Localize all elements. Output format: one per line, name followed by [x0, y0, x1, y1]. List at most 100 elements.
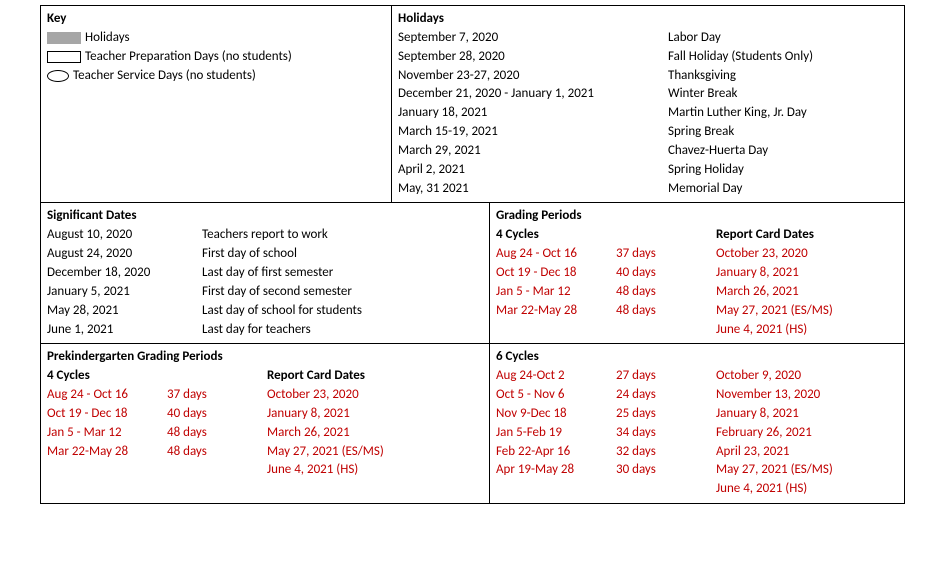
g6-report: May 27, 2021 (ES/MS): [716, 461, 898, 480]
significant-date: June 1, 2021: [47, 321, 202, 340]
significant-desc: Teachers report to work: [202, 226, 483, 245]
holiday-date: September 7, 2020: [398, 29, 668, 48]
g4-range: Oct 19 - Dec 18: [496, 264, 616, 283]
significant-date: May 28, 2021: [47, 302, 202, 321]
g4-range: Jan 5 - Mar 12: [496, 283, 616, 302]
grading-4-row: Jan 5 - Mar 1248 daysMarch 26, 2021: [496, 283, 898, 302]
grading-6cycles-title: 6 Cycles: [496, 348, 898, 367]
g4-report: March 26, 2021: [716, 283, 898, 302]
g4-range: Mar 22-May 28: [496, 302, 616, 321]
significant-row: January 5, 2021First day of second semes…: [47, 283, 483, 302]
prek-range: Jan 5 - Mar 12: [47, 424, 167, 443]
significant-row: August 24, 2020First day of school: [47, 245, 483, 264]
swatch-gray-icon: [47, 32, 81, 44]
prek-row: Jan 5 - Mar 1248 daysMarch 26, 2021: [47, 424, 483, 443]
prek-range: Oct 19 - Dec 18: [47, 405, 167, 424]
g6-days: 34 days: [616, 424, 716, 443]
g4-days: 37 days: [616, 245, 716, 264]
significant-title: Significant Dates: [47, 207, 483, 226]
grading-6-row: Jan 5-Feb 1934 daysFebruary 26, 2021: [496, 424, 898, 443]
holiday-name: Winter Break: [668, 85, 898, 104]
g4-days: 48 days: [616, 283, 716, 302]
significant-desc: Last day for teachers: [202, 321, 483, 340]
grading-6-extra: June 4, 2021 (HS): [716, 480, 898, 499]
holiday-date: December 21, 2020 - January 1, 2021: [398, 85, 668, 104]
key-section: Key Holidays Teacher Preparation Days (n…: [41, 6, 391, 202]
holiday-date: April 2, 2021: [398, 161, 668, 180]
grading-6-row: Oct 5 - Nov 624 daysNovember 13, 2020: [496, 386, 898, 405]
grading-4-row: Oct 19 - Dec 1840 daysJanuary 8, 2021: [496, 264, 898, 283]
holiday-row: March 29, 2021Chavez-Huerta Day: [398, 142, 898, 161]
g4-days: 40 days: [616, 264, 716, 283]
significant-desc: Last day of school for students: [202, 302, 483, 321]
prek-section: Prekindergarten Grading Periods 4 Cycles…: [41, 344, 489, 503]
holiday-date: November 23-27, 2020: [398, 67, 668, 86]
g6-report: January 8, 2021: [716, 405, 898, 424]
g6-report: April 23, 2021: [716, 443, 898, 462]
grading-report-title: Report Card Dates: [716, 226, 898, 245]
key-item-prep: Teacher Preparation Days (no students): [47, 48, 385, 67]
holidays-section: Holidays September 7, 2020Labor DaySepte…: [391, 6, 904, 202]
holiday-date: March 29, 2021: [398, 142, 668, 161]
holiday-name: Chavez-Huerta Day: [668, 142, 898, 161]
significant-date: August 24, 2020: [47, 245, 202, 264]
prek-title: Prekindergarten Grading Periods: [47, 348, 483, 367]
g6-range: Aug 24-Oct 2: [496, 367, 616, 386]
prek-days: 48 days: [167, 424, 267, 443]
key-label: Teacher Service Days (no students): [73, 67, 256, 86]
significant-row: August 10, 2020Teachers report to work: [47, 226, 483, 245]
prek-range: Aug 24 - Oct 16: [47, 386, 167, 405]
holiday-name: Martin Luther King, Jr. Day: [668, 104, 898, 123]
holiday-date: March 15-19, 2021: [398, 123, 668, 142]
key-label: Holidays: [85, 29, 130, 48]
prek-report-title: Report Card Dates: [267, 367, 483, 386]
significant-date: December 18, 2020: [47, 264, 202, 283]
g6-range: Feb 22-Apr 16: [496, 443, 616, 462]
key-item-service: Teacher Service Days (no students): [47, 67, 385, 86]
prek-report: January 8, 2021: [267, 405, 483, 424]
holiday-row: March 15-19, 2021Spring Break: [398, 123, 898, 142]
prek-days: 37 days: [167, 386, 267, 405]
g4-days: 48 days: [616, 302, 716, 321]
g6-range: Jan 5-Feb 19: [496, 424, 616, 443]
prek-range: Mar 22-May 28: [47, 443, 167, 462]
key-label: Teacher Preparation Days (no students): [85, 48, 292, 67]
g6-report: November 13, 2020: [716, 386, 898, 405]
holidays-title: Holidays: [398, 10, 898, 29]
g6-days: 27 days: [616, 367, 716, 386]
grading-4-section: Grading Periods 4 Cycles Report Card Dat…: [489, 203, 904, 343]
prek-extra: June 4, 2021 (HS): [267, 461, 483, 480]
holiday-date: September 28, 2020: [398, 48, 668, 67]
grading-6-row: Aug 24-Oct 227 daysOctober 9, 2020: [496, 367, 898, 386]
significant-row: June 1, 2021Last day for teachers: [47, 321, 483, 340]
holiday-date: May, 31 2021: [398, 180, 668, 199]
grading-4-extra: June 4, 2021 (HS): [716, 321, 898, 340]
holiday-row: November 23-27, 2020Thanksgiving: [398, 67, 898, 86]
grading-6-row: Nov 9-Dec 1825 daysJanuary 8, 2021: [496, 405, 898, 424]
prek-row: Aug 24 - Oct 1637 daysOctober 23, 2020: [47, 386, 483, 405]
prek-row: Oct 19 - Dec 1840 daysJanuary 8, 2021: [47, 405, 483, 424]
g6-days: 30 days: [616, 461, 716, 480]
holiday-row: May, 31 2021Memorial Day: [398, 180, 898, 199]
g4-report: October 23, 2020: [716, 245, 898, 264]
holiday-name: Memorial Day: [668, 180, 898, 199]
g6-days: 25 days: [616, 405, 716, 424]
grading-6-row: Apr 19-May 2830 daysMay 27, 2021 (ES/MS): [496, 461, 898, 480]
grading-6-row: Feb 22-Apr 1632 daysApril 23, 2021: [496, 443, 898, 462]
g4-range: Aug 24 - Oct 16: [496, 245, 616, 264]
prek-days: 40 days: [167, 405, 267, 424]
significant-desc: First day of school: [202, 245, 483, 264]
holiday-name: Thanksgiving: [668, 67, 898, 86]
g6-range: Apr 19-May 28: [496, 461, 616, 480]
holiday-date: January 18, 2021: [398, 104, 668, 123]
prek-4cycles-title: 4 Cycles: [47, 367, 167, 386]
g6-days: 24 days: [616, 386, 716, 405]
swatch-oval-icon: [47, 70, 69, 82]
g4-report: January 8, 2021: [716, 264, 898, 283]
prek-days: 48 days: [167, 443, 267, 462]
holiday-row: September 28, 2020Fall Holiday (Students…: [398, 48, 898, 67]
significant-desc: Last day of first semester: [202, 264, 483, 283]
prek-report: May 27, 2021 (ES/MS): [267, 443, 483, 462]
prek-report: October 23, 2020: [267, 386, 483, 405]
significant-row: May 28, 2021Last day of school for stude…: [47, 302, 483, 321]
